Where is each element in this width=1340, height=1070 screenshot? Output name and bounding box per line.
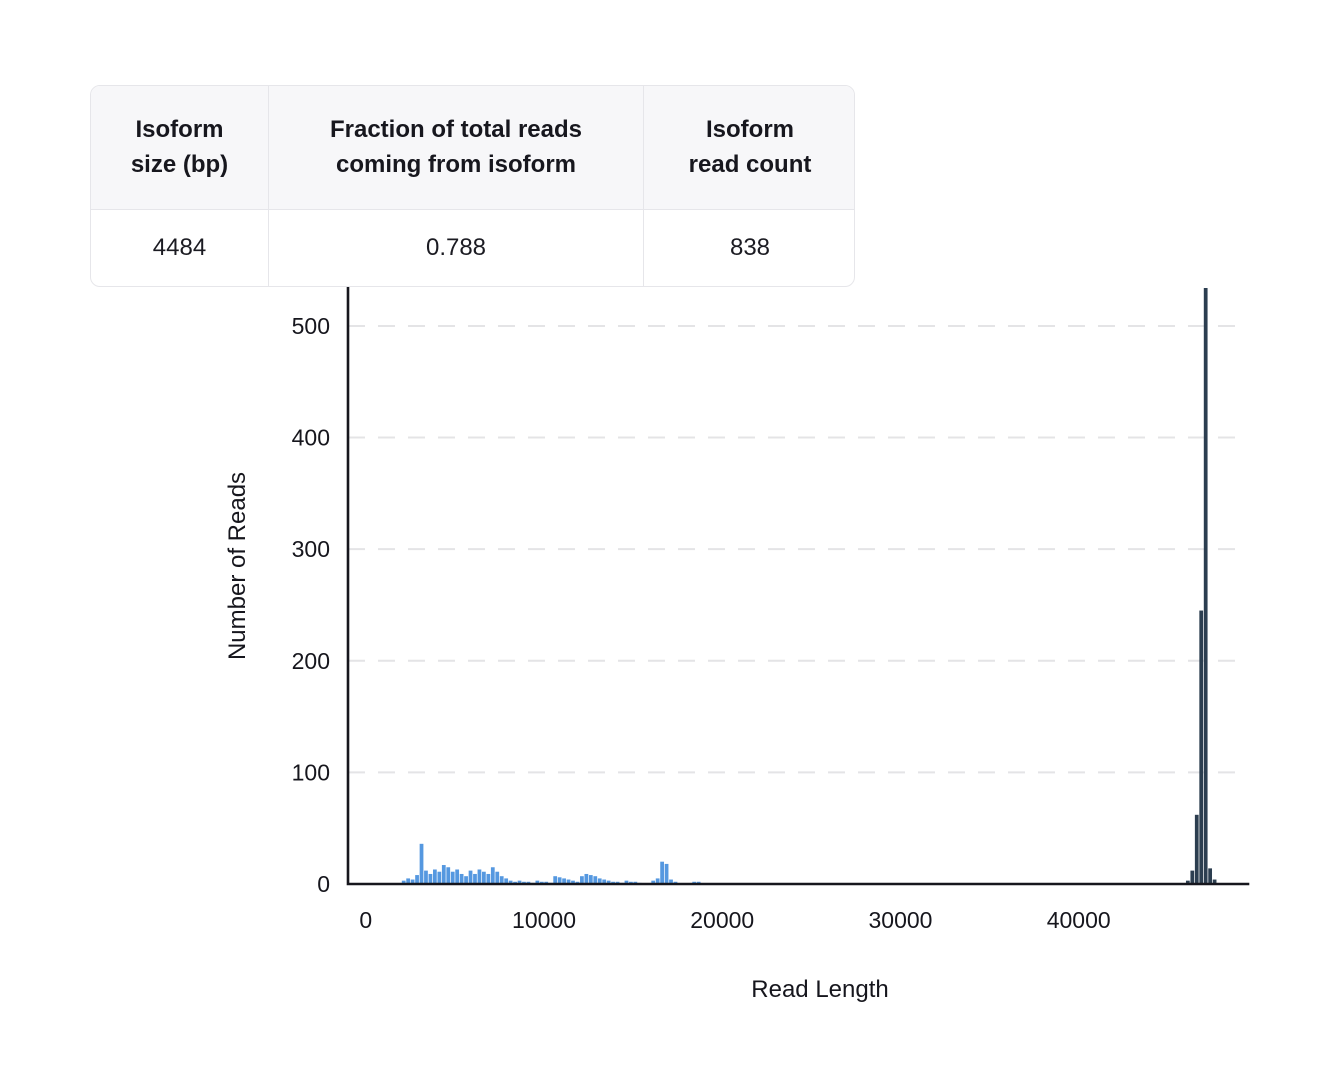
header-isoform-size: Isoform size (bp) [91, 86, 269, 210]
other-reads-bar [606, 880, 611, 884]
other-reads-bar [455, 869, 460, 884]
value-isoform-size: 4484 [91, 210, 269, 286]
value-isoform-read-count: 838 [729, 234, 771, 261]
y-tick-label: 300 [292, 536, 330, 562]
x-tick-label: 20000 [690, 907, 754, 933]
isoform-reads-bar [1190, 870, 1195, 884]
other-reads-bar [664, 863, 669, 884]
x-tick-label: 30000 [868, 907, 932, 933]
other-reads-bar [655, 878, 660, 884]
other-reads-bar [437, 871, 442, 884]
other-reads-bar [504, 878, 509, 884]
other-reads-bar [508, 880, 513, 884]
histogram-bars [401, 288, 1217, 884]
other-reads-bar [602, 879, 607, 884]
other-reads-bar [441, 865, 446, 884]
other-reads-bar [419, 843, 424, 884]
other-reads-bar [410, 879, 415, 884]
x-tick-label: 40000 [1047, 907, 1111, 933]
value-fraction-of-reads: 0.788 [269, 210, 644, 286]
isoform-reads-bar [1203, 288, 1208, 884]
other-reads-bar [433, 869, 437, 884]
other-reads-bar [535, 880, 540, 884]
other-reads-bar [597, 878, 602, 884]
header-isoform-read-count: Isoform read count [644, 86, 854, 210]
other-reads-bar [562, 878, 566, 884]
other-reads-bar [557, 877, 562, 884]
isoform-reads-bar [1194, 814, 1199, 884]
other-reads-bar [406, 878, 411, 884]
other-reads-bar [486, 873, 491, 884]
y-tick-label: 200 [292, 648, 330, 674]
y-tick-label: 400 [292, 425, 330, 451]
other-reads-bar [566, 879, 571, 884]
other-reads-bar [477, 869, 482, 884]
x-axis-label: Read Length [751, 976, 889, 1003]
y-tick-label: 100 [292, 759, 330, 785]
other-reads-bar [490, 867, 495, 884]
other-reads-bar [450, 871, 455, 884]
other-reads-bar [588, 875, 593, 884]
other-reads-bar [401, 880, 406, 884]
other-reads-bar [571, 880, 575, 884]
other-reads-bar [584, 873, 589, 884]
other-reads-bar [473, 873, 477, 884]
other-reads-bar [593, 876, 598, 884]
isoform-reads-bar [1208, 868, 1213, 884]
other-reads-bar [651, 880, 656, 884]
other-reads-bar [482, 871, 486, 884]
isoform-reads-bar [1185, 880, 1190, 884]
y-tick-label: 0 [317, 871, 330, 897]
isoform-reads-bar [1212, 879, 1217, 884]
other-reads-bar [415, 875, 419, 884]
other-reads-bar [517, 880, 522, 884]
other-reads-bar [446, 867, 451, 884]
other-reads-bar [499, 876, 504, 884]
other-reads-bar [424, 870, 428, 884]
other-reads-bar [660, 861, 664, 884]
other-reads-bar [495, 871, 500, 884]
other-reads-bar [428, 873, 433, 884]
other-reads-bar [669, 879, 673, 884]
other-reads-bar [468, 870, 473, 884]
other-reads-bar [580, 876, 584, 884]
x-tick-label: 0 [359, 907, 372, 933]
y-axis-label: Number of Reads [224, 471, 251, 661]
header-fraction-of-reads: Fraction of total reads coming from isof… [269, 86, 644, 210]
axes-lines [346, 286, 1250, 886]
isoform-reads-bar [1199, 610, 1204, 884]
other-reads-bar [553, 876, 558, 884]
isoform-summary-table: Isoform size (bp) Fraction of total read… [90, 85, 855, 287]
other-reads-bar [624, 880, 629, 884]
y-tick-label: 500 [292, 313, 330, 339]
other-reads-bar [464, 876, 468, 884]
x-tick-label: 10000 [512, 907, 576, 933]
other-reads-bar [459, 873, 464, 884]
